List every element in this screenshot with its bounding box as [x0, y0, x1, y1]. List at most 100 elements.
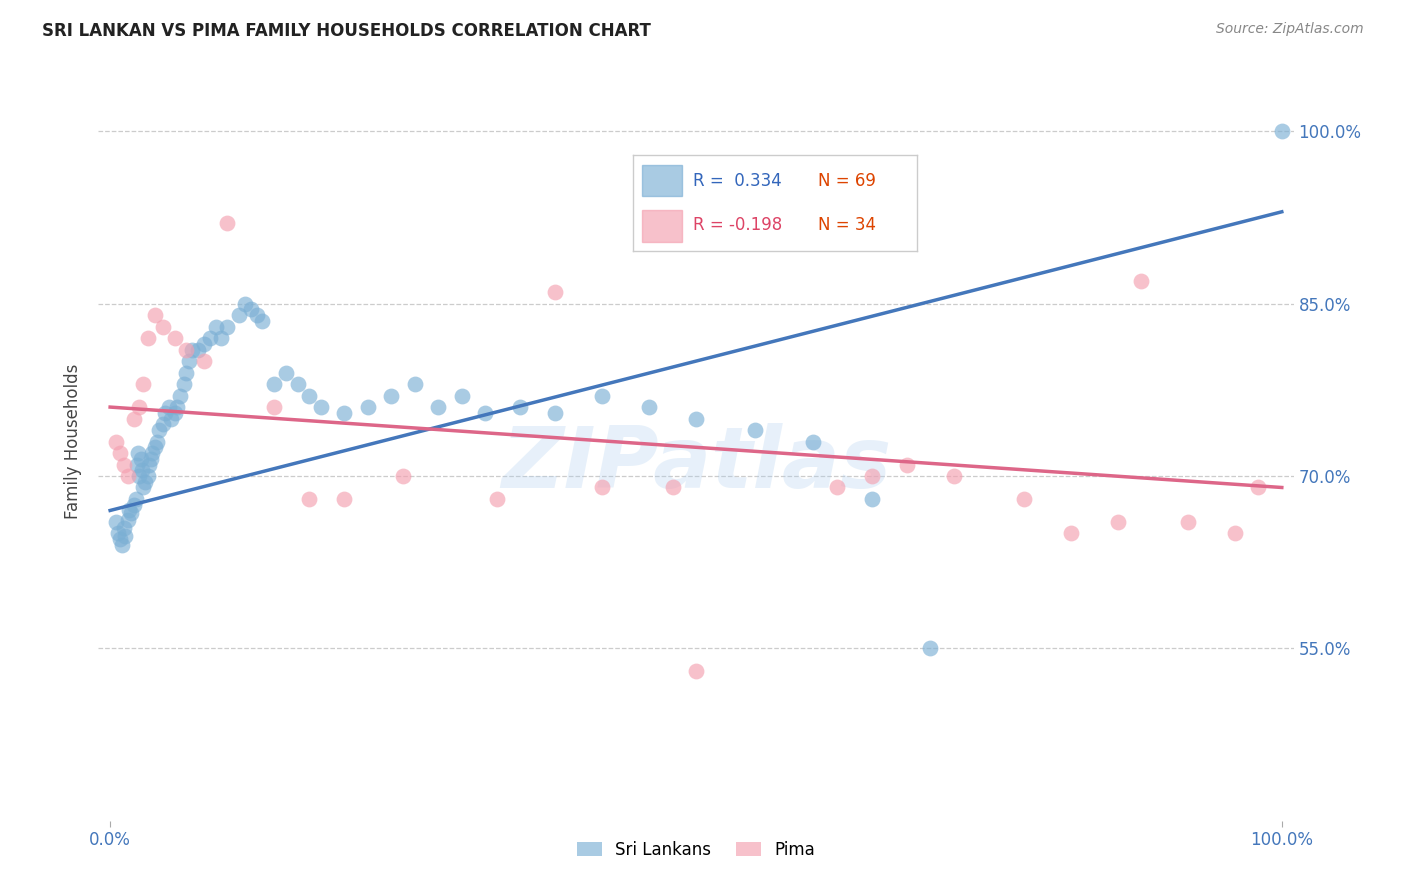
Point	[173, 377, 195, 392]
Point	[152, 417, 174, 432]
Point	[128, 400, 150, 414]
Point	[138, 458, 160, 472]
Point	[122, 498, 145, 512]
Point	[136, 469, 159, 483]
Point	[263, 400, 285, 414]
Point	[193, 337, 215, 351]
Point	[117, 513, 139, 527]
Point	[246, 308, 269, 322]
Point	[274, 366, 297, 380]
Point	[638, 400, 661, 414]
Point	[252, 314, 274, 328]
Point	[1060, 526, 1083, 541]
Point	[404, 377, 426, 392]
Point	[661, 481, 683, 495]
Point	[298, 388, 321, 402]
Point	[174, 366, 197, 380]
Point	[1130, 274, 1153, 288]
Point	[1012, 491, 1035, 506]
Point	[217, 216, 239, 230]
Point	[357, 400, 380, 414]
Point	[544, 406, 567, 420]
Point	[107, 526, 129, 541]
Point	[544, 285, 567, 300]
Point	[152, 319, 174, 334]
Point	[204, 319, 226, 334]
Point	[1247, 481, 1270, 495]
Point	[177, 354, 200, 368]
Point	[309, 400, 332, 414]
Point	[118, 503, 141, 517]
Point	[155, 406, 177, 420]
Point	[263, 377, 285, 392]
Point	[1271, 124, 1294, 138]
Point	[860, 491, 883, 506]
Point	[685, 411, 707, 425]
Point	[128, 469, 150, 483]
Point	[141, 451, 163, 466]
Point	[146, 434, 169, 449]
Point	[143, 308, 166, 322]
Y-axis label: Family Households: Family Households	[65, 364, 83, 519]
Point	[685, 665, 707, 679]
Point	[166, 400, 188, 414]
Point	[392, 469, 415, 483]
Point	[174, 343, 197, 357]
Point	[427, 400, 450, 414]
Point	[105, 434, 128, 449]
Point	[108, 446, 131, 460]
Point	[744, 423, 766, 437]
Point	[163, 331, 186, 345]
Point	[198, 331, 221, 345]
Point	[485, 491, 508, 506]
Point	[125, 491, 148, 506]
Point	[825, 481, 848, 495]
Point	[136, 331, 159, 345]
Point	[148, 423, 170, 437]
Point	[239, 302, 262, 317]
Point	[105, 515, 128, 529]
Bar	[643, 210, 682, 242]
Point	[127, 446, 149, 460]
Point	[143, 440, 166, 454]
Point	[333, 491, 356, 506]
Point	[298, 491, 321, 506]
Text: R = -0.198: R = -0.198	[693, 217, 782, 235]
Point	[157, 400, 180, 414]
Point	[591, 481, 613, 495]
Point	[333, 406, 356, 420]
Point	[920, 641, 942, 656]
Point	[1107, 515, 1129, 529]
Point	[474, 406, 496, 420]
Point	[117, 469, 139, 483]
Text: ZIPatlas: ZIPatlas	[501, 423, 891, 506]
Point	[132, 377, 155, 392]
Text: N = 34: N = 34	[817, 217, 876, 235]
Point	[509, 400, 531, 414]
Point	[380, 388, 402, 402]
Point	[1223, 526, 1246, 541]
Point	[114, 529, 136, 543]
Point	[860, 469, 883, 483]
Point	[287, 377, 309, 392]
Point	[217, 319, 239, 334]
Point	[801, 434, 824, 449]
Point	[120, 506, 142, 520]
Point	[111, 538, 134, 552]
Point	[193, 354, 215, 368]
Point	[896, 458, 918, 472]
Point	[112, 458, 135, 472]
Point	[169, 388, 191, 402]
Point	[228, 308, 250, 322]
Text: Source: ZipAtlas.com: Source: ZipAtlas.com	[1216, 22, 1364, 37]
Text: SRI LANKAN VS PIMA FAMILY HOUSEHOLDS CORRELATION CHART: SRI LANKAN VS PIMA FAMILY HOUSEHOLDS COR…	[42, 22, 651, 40]
Point	[112, 521, 135, 535]
Point	[233, 296, 256, 310]
Point	[591, 388, 613, 402]
Point	[122, 411, 145, 425]
Point	[450, 388, 472, 402]
Point	[134, 475, 156, 489]
Point	[131, 463, 153, 477]
Point	[132, 481, 155, 495]
Point	[1177, 515, 1199, 529]
